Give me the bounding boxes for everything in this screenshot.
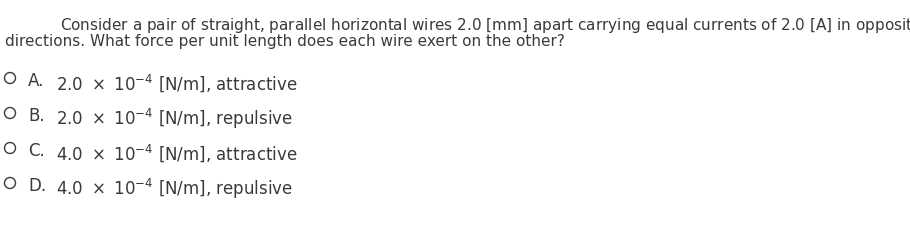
Text: $2.0\ \times\ 10^{-4}\ \mathsf{[N/m]}$, attractive: $2.0\ \times\ 10^{-4}\ \mathsf{[N/m]}$, … [56,72,298,94]
Text: directions. What force per unit length does each wire exert on the other?: directions. What force per unit length d… [5,34,565,49]
Text: B.: B. [28,107,45,125]
Text: $4.0\ \times\ 10^{-4}\ \mathsf{[N/m]}$, repulsive: $4.0\ \times\ 10^{-4}\ \mathsf{[N/m]}$, … [56,177,293,201]
Text: Consider a pair of straight, parallel horizontal wires 2.0 $\mathsf{[mm]}$ apart: Consider a pair of straight, parallel ho… [60,16,910,35]
Text: $4.0\ \times\ 10^{-4}\ \mathsf{[N/m]}$, attractive: $4.0\ \times\ 10^{-4}\ \mathsf{[N/m]}$, … [56,142,298,164]
Text: C.: C. [28,142,45,160]
Text: $2.0\ \times\ 10^{-4}\ \mathsf{[N/m]}$, repulsive: $2.0\ \times\ 10^{-4}\ \mathsf{[N/m]}$, … [56,107,293,131]
Text: A.: A. [28,72,45,90]
Text: D.: D. [28,177,46,195]
